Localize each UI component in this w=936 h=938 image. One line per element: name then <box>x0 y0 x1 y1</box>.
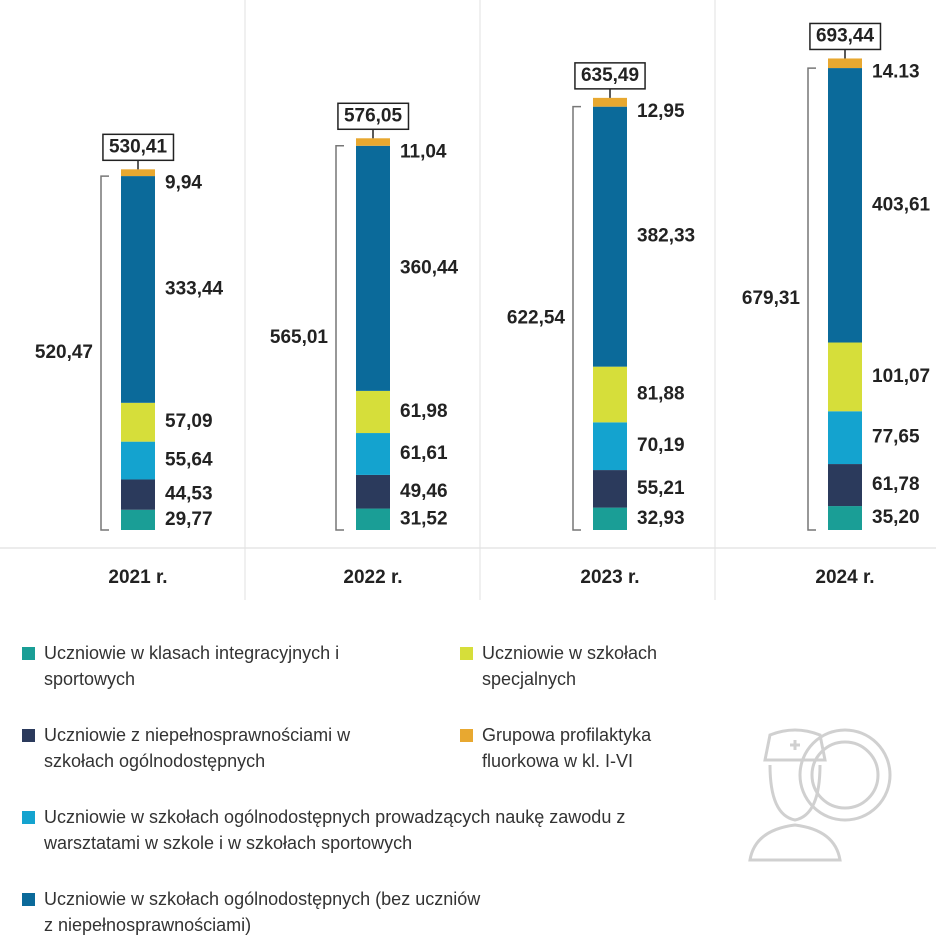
bar-segment <box>828 68 862 343</box>
legend-label: Uczniowie w klasach integracyjnych i spo… <box>44 643 340 689</box>
bar-segment <box>593 106 627 367</box>
subtotal-label: 520,47 <box>35 342 93 363</box>
legend-item: Uczniowie w klasach integracyjnych i spo… <box>22 640 344 692</box>
legend-item: Grupowa profilaktyka fluorkowa w kl. I-V… <box>460 722 732 774</box>
subtotal-bracket <box>335 145 344 531</box>
bar-segment <box>828 411 862 465</box>
value-label: 61,61 <box>400 443 448 464</box>
legend-swatch <box>22 729 35 742</box>
bar-segment <box>593 366 627 423</box>
x-tick-label: 2022 r. <box>343 567 402 588</box>
legend-label: Grupowa profilaktyka fluorkowa w kl. I-V… <box>482 725 652 771</box>
bar-segment <box>356 145 390 391</box>
legend-swatch <box>22 893 35 906</box>
legend-swatch <box>22 811 35 824</box>
legend-swatch <box>460 647 473 660</box>
chart: 2021 r. 29,77 44,53 55,64 57,09 333,44 9,94 520… <box>0 0 936 600</box>
subtotal-bracket <box>807 67 816 531</box>
bar-segment <box>356 390 390 434</box>
legend-label: Uczniowie w szkołach specjalnych <box>482 643 658 689</box>
x-tick-label: 2023 r. <box>580 567 639 588</box>
subtotal-label: 565,01 <box>270 327 329 348</box>
legend-label: Uczniowie w szkołach ogólnodostępnych (b… <box>44 889 481 935</box>
x-tick-label: 2021 r. <box>108 567 167 588</box>
value-label: 61,78 <box>872 474 920 495</box>
bar-segment <box>121 176 155 403</box>
bar-segment <box>593 422 627 471</box>
value-label: 403,61 <box>872 194 931 215</box>
bar-segment <box>356 474 390 509</box>
value-label: 31,52 <box>400 508 448 529</box>
value-label: 382,33 <box>637 226 695 247</box>
subtotal-bracket <box>100 175 109 531</box>
value-label: 49,46 <box>400 481 448 502</box>
bar-segment <box>121 441 155 480</box>
value-label: 70,19 <box>637 435 685 456</box>
subtotal-label: 622,54 <box>507 307 566 328</box>
value-label: 9,94 <box>165 172 202 193</box>
legend-item: Uczniowie z niepełnosprawnościami w szko… <box>22 722 424 774</box>
total-label: 576,05 <box>344 105 403 126</box>
total-label: 693,44 <box>816 25 875 46</box>
bar-segment <box>356 138 390 146</box>
total-box <box>574 62 646 90</box>
bar-segment <box>121 509 155 530</box>
legend-item: Uczniowie w szkołach ogólnodostępnych (b… <box>22 886 484 938</box>
total-box <box>102 133 175 162</box>
value-label: 11,04 <box>400 141 447 162</box>
value-label: 333,44 <box>165 278 224 299</box>
value-label: 32,93 <box>637 508 685 529</box>
legend-label: Uczniowie w szkołach ogólnodostępnych pr… <box>44 807 626 853</box>
bar-segment <box>121 479 155 510</box>
subtotal-bracket <box>572 105 581 531</box>
value-label: 44,53 <box>165 484 213 505</box>
value-label: 12,95 <box>637 101 685 122</box>
value-label: 61,98 <box>400 401 448 422</box>
legend-item: Uczniowie w szkołach specjalnych <box>460 640 722 692</box>
value-label: 29,77 <box>165 509 213 530</box>
subtotal-label: 679,31 <box>742 288 801 309</box>
legend-label: Uczniowie z niepełnosprawnościami w szko… <box>44 725 351 771</box>
legend-swatch <box>460 729 473 742</box>
value-label: 101,07 <box>872 366 930 387</box>
bar-segment <box>828 58 862 69</box>
bar-segment <box>828 464 862 507</box>
value-label: 57,09 <box>165 411 213 432</box>
x-tick-label: 2024 r. <box>815 567 874 588</box>
value-label: 81,88 <box>637 384 685 405</box>
bar-segment <box>121 169 155 177</box>
legend-item: Uczniowie w szkołach ogólnodostępnych pr… <box>22 804 724 856</box>
legend-swatch <box>22 647 35 660</box>
bar-segment <box>593 97 627 107</box>
bar-segment <box>593 507 627 530</box>
decorative-icon <box>748 728 892 862</box>
value-label: 55,64 <box>165 450 213 471</box>
value-label: 14.13 <box>872 61 920 82</box>
value-label: 35,20 <box>872 507 920 528</box>
bar-segment <box>121 402 155 442</box>
bar-segment <box>828 342 862 412</box>
bar-segment <box>356 508 390 530</box>
value-label: 360,44 <box>400 257 459 278</box>
total-label: 635,49 <box>581 65 639 86</box>
bar-segment <box>356 433 390 475</box>
bar-segment <box>828 506 862 530</box>
total-label: 530,41 <box>109 136 168 157</box>
bar-segment <box>593 470 627 508</box>
value-label: 55,21 <box>637 478 685 499</box>
value-label: 77,65 <box>872 427 920 448</box>
